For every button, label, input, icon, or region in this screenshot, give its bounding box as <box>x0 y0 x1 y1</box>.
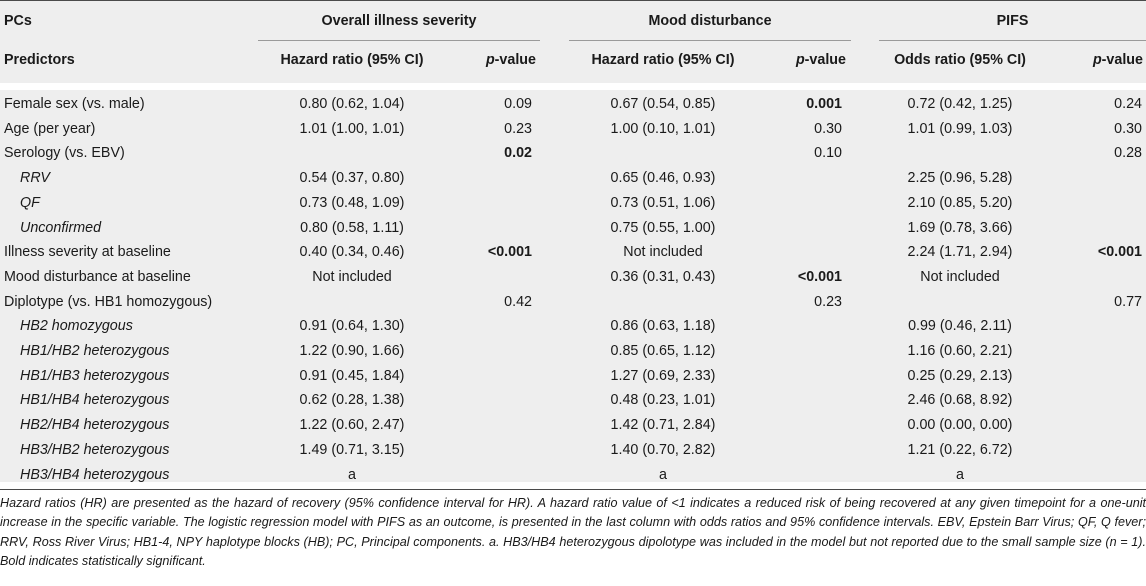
cell-predictor: RRV <box>20 170 50 187</box>
cell-predictor: Female sex (vs. male) <box>4 96 145 112</box>
cell-hr-overall: 0.80 (0.58, 1.11) <box>300 219 404 236</box>
cell-predictor: HB3/HB2 heterozygous <box>20 441 170 458</box>
cell-p-mood: 0.001 <box>806 96 842 112</box>
cell-predictor: HB1/HB2 heterozygous <box>20 343 170 359</box>
cell-hr-overall: 1.49 (0.71, 3.15) <box>299 441 405 458</box>
header-hazard-ratio-1: Hazard ratio (95% CI) <box>280 52 424 68</box>
header-odds-ratio: Odds ratio (95% CI) <box>894 52 1026 68</box>
cell-predictor: HB2/HB4 heterozygous <box>20 417 170 434</box>
cell-hr-mood: a <box>659 466 667 483</box>
header-p-value-3: p-value <box>1092 52 1143 68</box>
cell-predictor: Mood disturbance at baseline <box>4 268 191 285</box>
cell-or-pifs: 2.24 (1.71, 2.94) <box>907 244 1013 261</box>
cell-hr-mood: 0.36 (0.31, 0.43) <box>610 268 716 285</box>
cell-hr-overall: 0.73 (0.48, 1.09) <box>299 194 405 211</box>
cell-or-pifs: 1.01 (0.99, 1.03) <box>907 120 1013 137</box>
cell-p-pifs: 0.24 <box>1114 96 1142 112</box>
cell-hr-mood: 0.65 (0.46, 0.93) <box>610 170 716 187</box>
cell-predictor: HB1/HB3 heterozygous <box>20 367 170 384</box>
cell-hr-overall: Not included <box>312 268 392 285</box>
cell-p-mood: 0.30 <box>814 120 842 137</box>
cell-predictor: QF <box>20 194 40 211</box>
cell-hr-overall: 0.40 (0.34, 0.46) <box>299 244 405 261</box>
cell-predictor: HB3/HB4 heterozygous <box>20 466 170 483</box>
cell-p-mood: <0.001 <box>797 268 842 285</box>
cell-p-mood: 0.10 <box>814 145 842 162</box>
cell-hr-mood: 0.75 (0.55, 1.00) <box>610 219 716 236</box>
body-band <box>0 90 1146 482</box>
group-rule-overall <box>258 40 540 41</box>
header-mood-disturbance: Mood disturbance <box>648 13 772 29</box>
cell-or-pifs: 0.72 (0.42, 1.25) <box>907 96 1013 112</box>
cell-or-pifs: 0.99 (0.46, 2.11) <box>908 318 1012 335</box>
cell-predictor: Unconfirmed <box>20 219 102 236</box>
cell-hr-mood: 1.27 (0.69, 2.33) <box>610 367 716 384</box>
cell-p-pifs: 0.28 <box>1114 145 1142 162</box>
cell-hr-overall: 1.22 (0.90, 1.66) <box>299 343 405 359</box>
header-band <box>0 1 1146 83</box>
cell-p-pifs: <0.001 <box>1097 244 1142 261</box>
table-footnote: Hazard ratios (HR) are presented as the … <box>0 496 1146 569</box>
header-predictors: Predictors <box>4 52 75 68</box>
cell-predictor: Illness severity at baseline <box>4 244 171 261</box>
header-overall-illness-severity: Overall illness severity <box>321 13 477 29</box>
cell-or-pifs: 1.16 (0.60, 2.21) <box>907 343 1013 359</box>
cell-or-pifs: Not included <box>920 268 1000 285</box>
bottom-rule <box>0 489 1146 490</box>
header-p-value-1: p-value <box>485 52 536 68</box>
cell-p-overall: 0.02 <box>504 145 532 162</box>
cell-predictor: Diplotype (vs. HB1 homozygous) <box>4 293 213 310</box>
header-pcs: PCs <box>4 13 32 29</box>
cell-or-pifs: 0.25 (0.29, 2.13) <box>907 367 1013 384</box>
cell-hr-overall: 0.80 (0.62, 1.04) <box>299 96 405 112</box>
header-p-value-2: p-value <box>795 52 846 68</box>
cell-hr-overall: 0.54 (0.37, 0.80) <box>299 170 405 187</box>
cell-or-pifs: a <box>956 466 964 483</box>
cell-or-pifs: 2.10 (0.85, 5.20) <box>907 194 1013 211</box>
cell-p-mood: 0.23 <box>814 293 842 310</box>
cell-hr-mood: 0.48 (0.23, 1.01) <box>610 392 716 409</box>
cell-p-overall: 0.09 <box>504 96 532 112</box>
cell-or-pifs: 2.46 (0.68, 8.92) <box>907 392 1013 409</box>
header-hazard-ratio-2: Hazard ratio (95% CI) <box>591 52 735 68</box>
cell-hr-mood: 0.86 (0.63, 1.18) <box>610 318 716 335</box>
cell-hr-overall: a <box>348 466 356 483</box>
cell-hr-mood: 0.73 (0.51, 1.06) <box>610 194 716 211</box>
cell-p-overall: 0.42 <box>504 293 532 310</box>
cell-predictor: HB2 homozygous <box>20 318 133 335</box>
cell-hr-mood: 1.42 (0.71, 2.84) <box>610 417 716 434</box>
cell-hr-mood: 0.85 (0.65, 1.12) <box>610 343 716 359</box>
cell-or-pifs: 1.21 (0.22, 6.72) <box>907 441 1013 458</box>
cell-predictor: HB1/HB4 heterozygous <box>20 392 170 409</box>
cell-or-pifs: 0.00 (0.00, 0.00) <box>907 417 1013 434</box>
cell-p-pifs: 0.77 <box>1114 293 1142 310</box>
cell-p-pifs: 0.30 <box>1114 120 1142 137</box>
group-rule-pifs <box>879 40 1146 41</box>
cell-hr-overall: 1.22 (0.60, 2.47) <box>299 417 405 434</box>
cell-hr-overall: 0.91 (0.45, 1.84) <box>299 367 405 384</box>
header-pifs: PIFS <box>996 13 1029 29</box>
cell-hr-mood: 1.40 (0.70, 2.82) <box>610 441 716 458</box>
top-rule <box>0 0 1146 1</box>
cell-hr-mood: Not included <box>623 244 703 261</box>
cell-hr-mood: 0.67 (0.54, 0.85) <box>610 96 716 112</box>
cell-predictor: Serology (vs. EBV) <box>4 145 125 162</box>
cell-or-pifs: 2.25 (0.96, 5.28) <box>907 170 1013 187</box>
cell-p-overall: <0.001 <box>487 244 532 261</box>
cell-hr-overall: 1.01 (1.00, 1.01) <box>299 120 405 137</box>
cell-hr-mood: 1.00 (0.10, 1.01) <box>610 120 716 137</box>
cell-predictor: Age (per year) <box>4 120 96 137</box>
cell-hr-overall: 0.62 (0.28, 1.38) <box>299 392 405 409</box>
cell-or-pifs: 1.69 (0.78, 3.66) <box>907 219 1013 236</box>
cell-p-overall: 0.23 <box>504 120 532 137</box>
group-rule-mood <box>569 40 851 41</box>
cell-hr-overall: 0.91 (0.64, 1.30) <box>299 318 405 335</box>
